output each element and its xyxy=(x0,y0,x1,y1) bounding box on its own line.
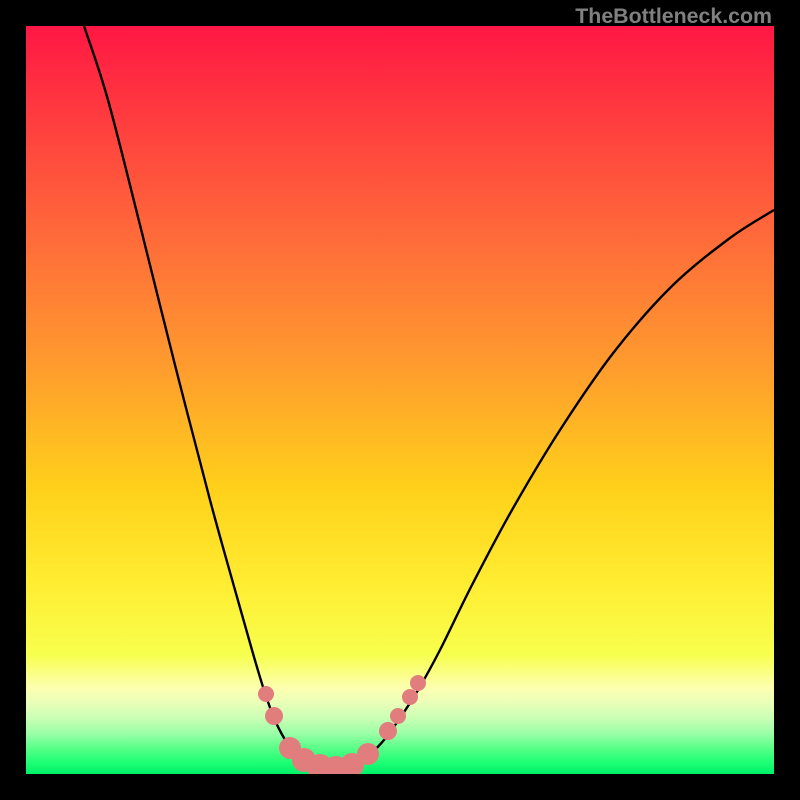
curve-marker xyxy=(265,707,283,725)
curve-marker xyxy=(402,689,418,705)
curve-marker xyxy=(379,722,397,740)
curve-marker xyxy=(410,675,426,691)
gradient-background xyxy=(26,26,774,774)
curve-marker xyxy=(357,743,379,765)
curve-marker xyxy=(258,686,274,702)
bottleneck-chart xyxy=(0,0,800,800)
curve-marker xyxy=(390,708,406,724)
watermark-text: TheBottleneck.com xyxy=(575,4,772,29)
